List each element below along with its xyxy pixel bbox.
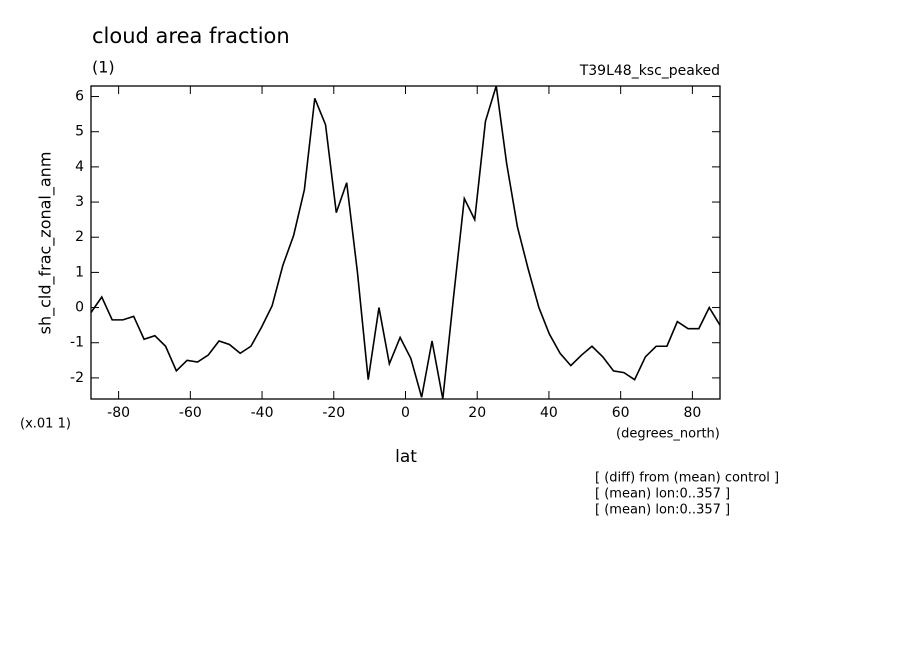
y-tick-label: 6: [75, 89, 84, 105]
y-tick-label: 5: [75, 124, 84, 140]
x-unit: (degrees_north): [616, 427, 720, 442]
note: [ (mean) lon:0..357 ]: [595, 487, 730, 502]
plot-frame: [90, 85, 721, 400]
units: (1): [92, 58, 115, 77]
x-tick-label: 80: [683, 405, 701, 421]
y-axis-label: sh_cld_frac_zonal_anm: [36, 152, 56, 335]
run-name: T39L48_ksc_peaked: [579, 63, 720, 79]
x-axis-label: lat: [395, 447, 417, 467]
y-tick-label: 2: [75, 229, 84, 245]
x-tick-label: -60: [179, 405, 202, 421]
x-tick-label: -80: [107, 405, 130, 421]
y-tick-label: -2: [70, 370, 84, 386]
note: [ (diff) from (mean) control ]: [595, 471, 779, 486]
data-line: [90, 85, 721, 400]
note: [ (mean) lon:0..357 ]: [595, 503, 730, 518]
x-tick-label: -20: [322, 405, 345, 421]
x-tick-label: 20: [468, 405, 486, 421]
y-tick-label: 4: [75, 159, 84, 175]
y-tick-label: 1: [75, 264, 84, 280]
chart-title: cloud area fraction: [92, 24, 290, 48]
x-tick-label: -40: [251, 405, 274, 421]
y-tick-label: 0: [75, 300, 84, 316]
y-tick-label: -1: [70, 335, 84, 351]
x-tick-label: 60: [612, 405, 630, 421]
x-tick-label: 40: [540, 405, 558, 421]
x-tick-label: 0: [401, 405, 410, 421]
scale-note: (x.01 1): [20, 417, 71, 432]
y-tick-label: 3: [75, 194, 84, 210]
